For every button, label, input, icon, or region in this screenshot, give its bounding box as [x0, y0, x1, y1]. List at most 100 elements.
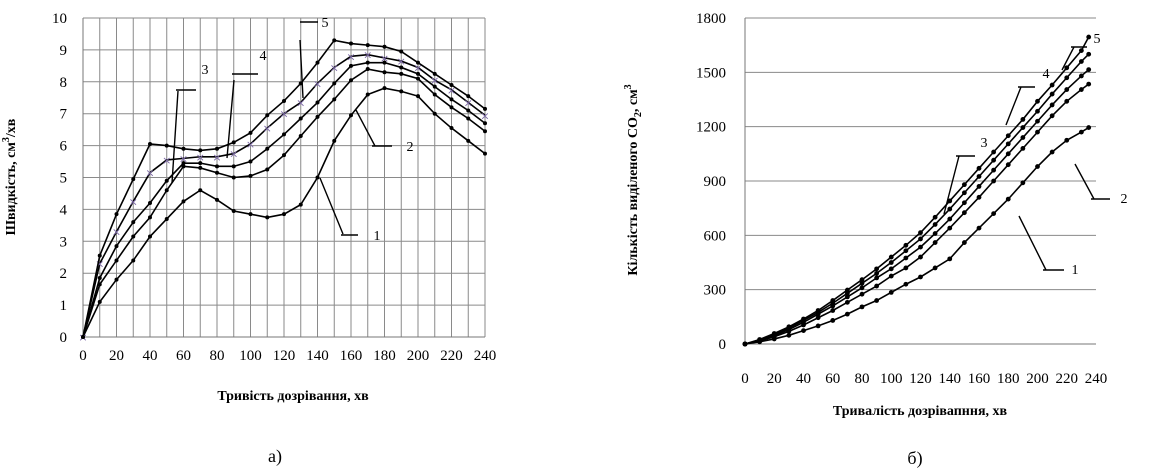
series-marker-2: [483, 129, 487, 134]
series-marker-1: [416, 94, 420, 99]
x-tick-label: 180: [997, 371, 1020, 387]
series-marker-1: [961, 240, 967, 245]
series-marker-4: ×: [95, 258, 104, 271]
x-tick-label: 120: [909, 371, 932, 387]
y-title-sub: 2: [633, 112, 644, 117]
series-marker-1: [432, 111, 437, 116]
series-marker-3: [399, 65, 404, 70]
series-marker-1: [315, 175, 320, 180]
series-marker-2: [918, 254, 923, 260]
y-tick-label: 900: [704, 174, 727, 190]
x-tick-label: 200: [407, 348, 430, 364]
series-marker-3: [1020, 135, 1026, 140]
curve-label-4: 4: [260, 49, 267, 64]
curve-leader: [1018, 215, 1064, 271]
series-marker-5: [1049, 82, 1055, 88]
series-marker-5: [874, 266, 880, 272]
series-marker-3: [903, 255, 909, 261]
series-marker-4: ×: [196, 151, 205, 164]
series-marker-2: [282, 153, 286, 158]
series-marker-2: [815, 315, 821, 321]
x-tick-label: 220: [1056, 371, 1079, 387]
series-marker-1: [365, 92, 370, 97]
y-tick-label: 3: [60, 234, 68, 250]
y-tick-label: 6: [60, 139, 68, 155]
series-marker-3: [932, 231, 938, 236]
series-marker-3: [1064, 87, 1070, 92]
series-marker-1: [97, 299, 102, 304]
series-marker-2: [859, 291, 865, 297]
series-line-4: [82, 53, 486, 338]
series-marker-5: [332, 38, 337, 43]
series-marker-4: [918, 236, 923, 242]
curve-label-2: 2: [1121, 192, 1128, 207]
curve-leader: [1061, 46, 1087, 71]
x-tick-label: 60: [825, 371, 840, 387]
series-marker-3: [97, 275, 102, 280]
series-marker-1: [859, 304, 865, 310]
curve-label-1: 1: [374, 229, 381, 244]
curve-leader: [299, 21, 318, 99]
series-marker-5: [198, 148, 203, 153]
series-marker-2: [903, 265, 909, 271]
series-marker-2: [1020, 146, 1026, 151]
y-tick-label: 1: [60, 298, 68, 314]
series-marker-5: [114, 212, 119, 217]
series-marker-3: [131, 220, 136, 225]
series-marker-1: [483, 151, 487, 156]
x-tick-label: 240: [1085, 371, 1108, 387]
series-marker-5: [976, 165, 982, 171]
series-marker-1: [215, 197, 219, 202]
series-marker-2: [382, 70, 387, 75]
x-axis-title: Тривість дозрівання, хв: [217, 389, 369, 404]
series-marker-1: [1086, 125, 1092, 130]
series-marker-2: [991, 178, 997, 184]
series-marker-1: [114, 277, 119, 282]
x-tick-label: 0: [79, 348, 87, 364]
series-marker-5: [771, 331, 777, 336]
series-marker-5: [231, 140, 236, 145]
series-marker-5: [282, 98, 286, 103]
series-marker-3: [382, 60, 387, 65]
series-marker-4: ×: [162, 154, 171, 167]
series-marker-4: ×: [380, 52, 389, 65]
series-marker-1: [888, 289, 894, 295]
series-marker-4: ×: [430, 74, 439, 87]
series-marker-1: [164, 216, 169, 221]
series-marker-1: [148, 234, 152, 239]
series-marker-3: [947, 216, 953, 222]
series-marker-2: [1005, 162, 1011, 168]
y-title-part: /хв: [4, 118, 19, 138]
series-line-5: [744, 36, 1090, 345]
x-tick-label: 80: [855, 371, 870, 387]
x-tick-label: 0: [741, 371, 749, 387]
series-marker-2: [349, 78, 353, 83]
curve-label-3: 3: [981, 136, 988, 151]
series-marker-3: [114, 244, 119, 249]
series-marker-2: [248, 173, 253, 178]
series-marker-5: [449, 82, 454, 87]
series-marker-5: [932, 214, 938, 220]
series-marker-2: [830, 308, 836, 313]
series-marker-3: [265, 146, 270, 151]
series-marker-1: [874, 298, 880, 303]
x-tick-label: 220: [440, 348, 463, 364]
series-marker-2: [888, 273, 894, 279]
series-marker-5: [830, 298, 836, 303]
series-marker-4: [1086, 51, 1092, 57]
curve-leader: [1074, 163, 1110, 200]
series-marker-3: [844, 294, 850, 300]
series-marker-4: [1049, 91, 1055, 97]
series-marker-3: [332, 81, 337, 86]
series-marker-1: [947, 256, 953, 262]
y-tick-label: 9: [60, 43, 68, 59]
series-marker-1: [991, 211, 997, 217]
series-marker-5: [349, 41, 353, 46]
series-marker-2: [1064, 98, 1070, 104]
y-tick-label: 1800: [696, 11, 726, 27]
series-marker-5: [757, 337, 763, 342]
curve-label-5: 5: [322, 16, 329, 31]
series-marker-1: [932, 265, 938, 271]
series-marker-2: [164, 188, 169, 193]
